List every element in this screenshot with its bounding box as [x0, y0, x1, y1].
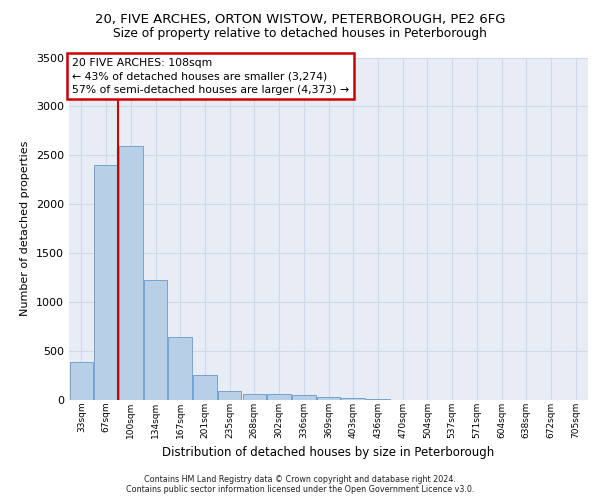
- Bar: [268, 394, 291, 400]
- Bar: [317, 397, 340, 400]
- Bar: [242, 394, 266, 400]
- Bar: [193, 374, 217, 400]
- Text: 20 FIVE ARCHES: 108sqm
← 43% of detached houses are smaller (3,274)
57% of semi-: 20 FIVE ARCHES: 108sqm ← 43% of detached…: [71, 58, 349, 94]
- Bar: [169, 338, 192, 400]
- Bar: [119, 146, 143, 400]
- Bar: [341, 398, 365, 400]
- X-axis label: Distribution of detached houses by size in Peterborough: Distribution of detached houses by size …: [163, 446, 494, 459]
- Text: Size of property relative to detached houses in Peterborough: Size of property relative to detached ho…: [113, 28, 487, 40]
- Bar: [70, 362, 93, 400]
- Bar: [218, 391, 241, 400]
- Text: 20, FIVE ARCHES, ORTON WISTOW, PETERBOROUGH, PE2 6FG: 20, FIVE ARCHES, ORTON WISTOW, PETERBORO…: [95, 12, 505, 26]
- Bar: [366, 399, 389, 400]
- Y-axis label: Number of detached properties: Number of detached properties: [20, 141, 31, 316]
- Bar: [94, 165, 118, 400]
- Text: Contains HM Land Registry data © Crown copyright and database right 2024.
Contai: Contains HM Land Registry data © Crown c…: [126, 474, 474, 494]
- Bar: [144, 280, 167, 400]
- Bar: [292, 395, 316, 400]
